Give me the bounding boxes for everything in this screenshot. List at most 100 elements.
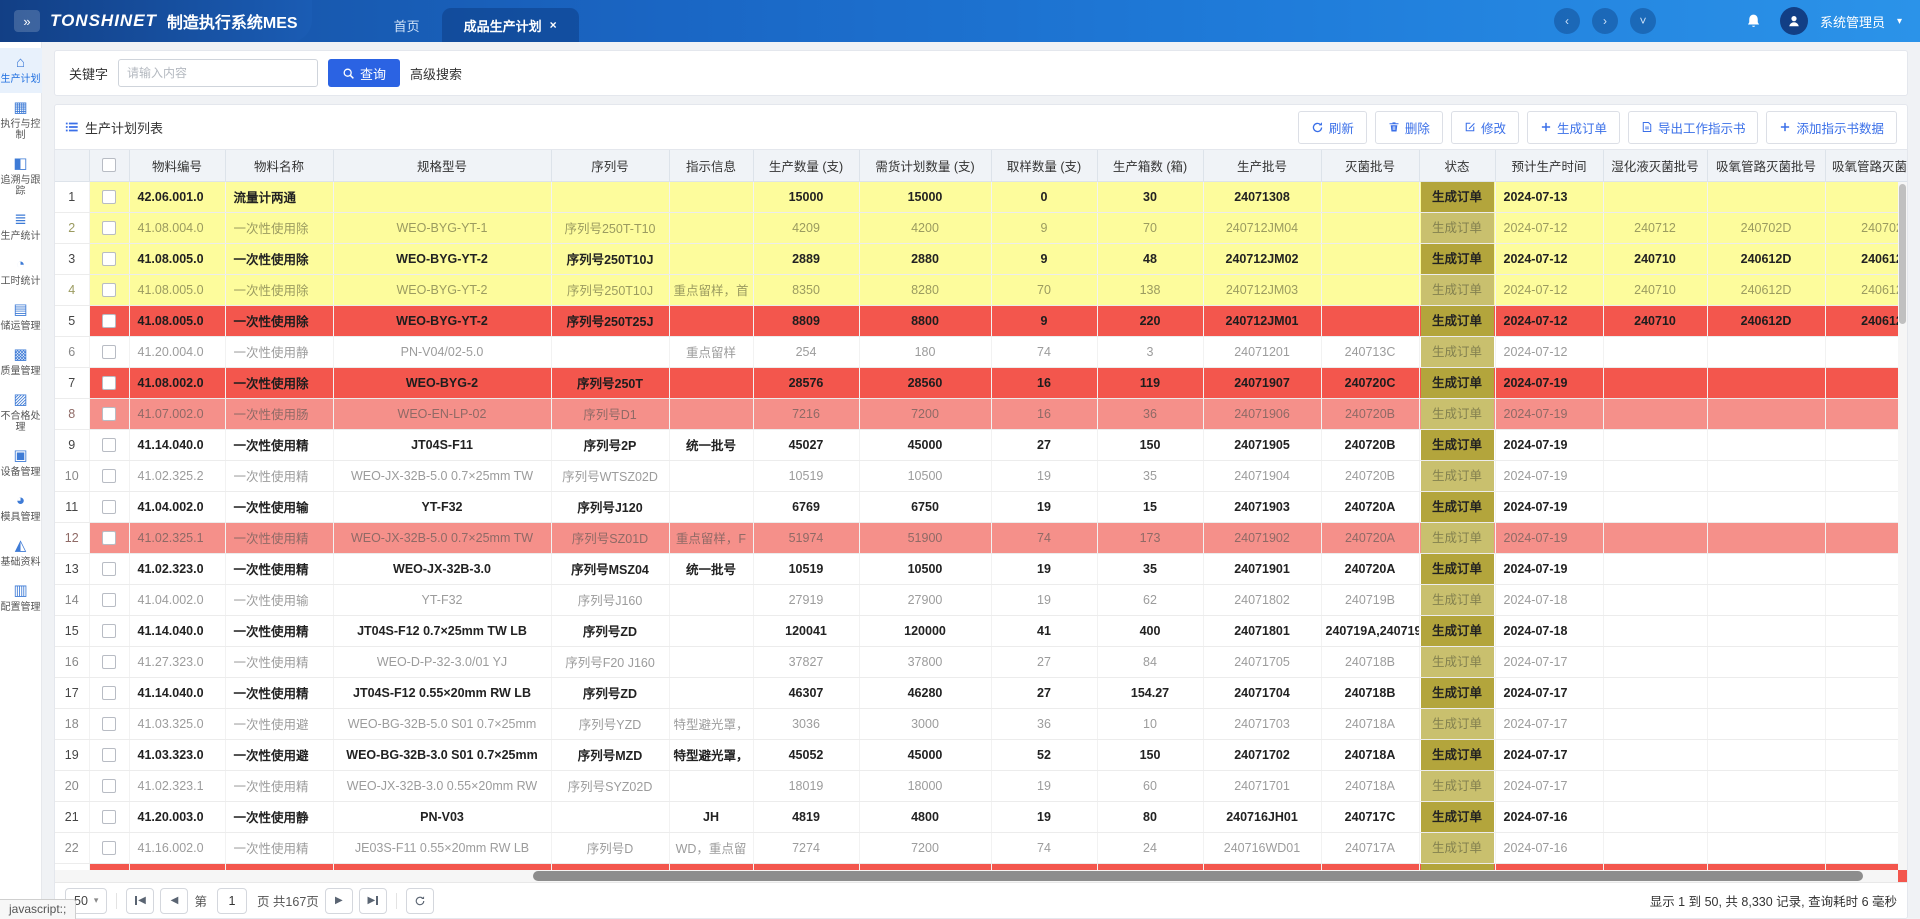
sidebar-expand-button[interactable]: » — [14, 10, 40, 32]
cell-name: 一次性使用肠 — [225, 398, 333, 429]
last-page-button[interactable]: ▶ — [359, 888, 387, 914]
toolbar-button-1[interactable]: 删除 — [1375, 111, 1443, 144]
table-row[interactable]: 941.14.040.0一次性使用精JT04S-F11序列号2P统一批号4502… — [55, 429, 1907, 460]
toolbar-button-2[interactable]: 修改 — [1451, 111, 1519, 144]
table-row[interactable]: 2241.16.002.0一次性使用精JE03S-F11 0.55×20mm R… — [55, 832, 1907, 863]
row-checkbox[interactable] — [102, 841, 116, 855]
first-page-button[interactable]: ◀ — [126, 888, 154, 914]
cell-sample: 27 — [991, 646, 1097, 677]
table-row[interactable]: 1141.04.002.0一次性使用输YT-F32序列号J12067696750… — [55, 491, 1907, 522]
row-checkbox[interactable] — [102, 469, 116, 483]
row-checkbox[interactable] — [102, 593, 116, 607]
notification-bell-icon[interactable] — [1740, 7, 1768, 35]
cell-spec: WEO-BYG-YT-2 — [333, 243, 551, 274]
table-row[interactable]: 1541.14.040.0一次性使用精JT04S-F12 0.7×25mm TW… — [55, 615, 1907, 646]
user-name[interactable]: 系统管理员 — [1820, 12, 1885, 31]
sidebar-item-4[interactable]: ◔工时统计 — [0, 250, 42, 295]
horizontal-scrollbar-thumb[interactable] — [533, 871, 1863, 881]
table-row[interactable]: 1441.04.002.0一次性使用输YT-F32序列号J16027919279… — [55, 584, 1907, 615]
table-row[interactable]: 1341.02.323.0一次性使用精WEO-JX-32B-3.0序列号MSZ0… — [55, 553, 1907, 584]
sidebar-item-2[interactable]: ◧追溯与跟踪 — [0, 149, 42, 205]
table-row[interactable]: 541.08.005.0一次性使用除WEO-BYG-YT-2序列号250T25J… — [55, 305, 1907, 336]
cell-steril: 240717A — [1321, 832, 1419, 863]
sidebar-item-6[interactable]: ▩质量管理 — [0, 340, 42, 385]
sidebar-item-10[interactable]: ◭基础资料 — [0, 531, 42, 576]
sidebar-item-0[interactable]: ⌂生产计划 — [0, 48, 42, 93]
row-checkbox[interactable] — [102, 407, 116, 421]
toolbar-button-5[interactable]: 添加指示书数据 — [1766, 111, 1897, 144]
row-checkbox[interactable] — [102, 562, 116, 576]
cell-qty: 4209 — [753, 212, 859, 243]
select-all-header[interactable] — [89, 150, 129, 181]
cell-sample: 19 — [991, 584, 1097, 615]
row-checkbox[interactable] — [102, 686, 116, 700]
table-row[interactable]: 2141.20.003.0一次性使用静PN-V03JH4819480019802… — [55, 801, 1907, 832]
sidebar-item-1[interactable]: ▦执行与控制 — [0, 93, 42, 149]
row-checkbox-cell — [89, 460, 129, 491]
cell-wet — [1603, 615, 1707, 646]
table-row[interactable]: 241.08.004.0一次性使用除WEO-BYG-YT-1序列号250T-T1… — [55, 212, 1907, 243]
toolbar-button-0[interactable]: 刷新 — [1298, 111, 1367, 144]
page-number-input[interactable] — [217, 888, 247, 914]
row-checkbox[interactable] — [102, 748, 116, 762]
select-all-checkbox[interactable] — [102, 158, 116, 172]
toolbar-button-3[interactable]: 生成订单 — [1527, 111, 1620, 144]
row-checkbox[interactable] — [102, 190, 116, 204]
query-button[interactable]: 查询 — [328, 59, 400, 87]
sidebar-item-7[interactable]: ▨不合格处理 — [0, 385, 42, 441]
row-checkbox[interactable] — [102, 655, 116, 669]
table-row[interactable]: 1241.02.325.1一次性使用精WEO-JX-32B-5.0 0.7×25… — [55, 522, 1907, 553]
row-checkbox[interactable] — [102, 717, 116, 731]
row-checkbox[interactable] — [102, 252, 116, 266]
cell-qty: 2889 — [753, 243, 859, 274]
row-checkbox[interactable] — [102, 221, 116, 235]
sidebar-item-3[interactable]: ≣生产统计 — [0, 205, 42, 250]
tab-1[interactable]: 成品生产计划× — [442, 8, 579, 42]
table-row[interactable]: 1841.03.325.0一次性使用避WEO-BG-32B-5.0 S01 0.… — [55, 708, 1907, 739]
nav-dropdown-button[interactable]: ˅ — [1630, 8, 1656, 34]
table-row[interactable]: 1041.02.325.2一次性使用精WEO-JX-32B-5.0 0.7×25… — [55, 460, 1907, 491]
row-checkbox[interactable] — [102, 624, 116, 638]
cell-name: 一次性使用精 — [225, 429, 333, 460]
toolbar-button-4[interactable]: 导出工作指示书 — [1628, 111, 1759, 144]
horizontal-scrollbar[interactable] — [55, 870, 1898, 882]
table-row[interactable]: 841.07.002.0一次性使用肠WEO-EN-LP-02序列号D172167… — [55, 398, 1907, 429]
table-row[interactable]: 641.20.004.0一次性使用静PN-V04/02-5.0重点留样25418… — [55, 336, 1907, 367]
table-row[interactable]: 741.08.002.0一次性使用除WEO-BYG-2序列号250T285762… — [55, 367, 1907, 398]
row-checkbox[interactable] — [102, 500, 116, 514]
prev-page-button[interactable]: ◀ — [160, 888, 188, 914]
row-checkbox[interactable] — [102, 438, 116, 452]
row-checkbox[interactable] — [102, 531, 116, 545]
table-row[interactable]: 2041.02.323.1一次性使用精WEO-JX-32B-3.0 0.55×2… — [55, 770, 1907, 801]
keyword-input[interactable] — [118, 59, 318, 87]
table-row[interactable]: 1741.14.040.0一次性使用精JT04S-F12 0.55×20mm R… — [55, 677, 1907, 708]
row-checkbox[interactable] — [102, 283, 116, 297]
row-checkbox[interactable] — [102, 314, 116, 328]
nav-forward-button[interactable]: › — [1592, 8, 1618, 34]
user-avatar[interactable] — [1780, 7, 1808, 35]
sidebar-item-label: 生产计划 — [1, 74, 41, 85]
cell-steril — [1321, 181, 1419, 212]
table-row[interactable]: 142.06.001.0流量计两通150001500003024071308生成… — [55, 181, 1907, 212]
next-page-button[interactable]: ▶ — [325, 888, 353, 914]
row-checkbox[interactable] — [102, 345, 116, 359]
nav-back-button[interactable]: ‹ — [1554, 8, 1580, 34]
cell-plan: 10500 — [859, 553, 991, 584]
row-checkbox[interactable] — [102, 376, 116, 390]
tab-close-icon[interactable]: × — [550, 18, 557, 32]
advanced-search-link[interactable]: 高级搜索 — [410, 64, 462, 83]
reload-table-button[interactable] — [406, 888, 434, 914]
vertical-scrollbar[interactable] — [1898, 182, 1907, 870]
user-menu-caret-icon[interactable]: ▾ — [1897, 16, 1902, 27]
sidebar-item-9[interactable]: ◕模具管理 — [0, 486, 42, 531]
table-row[interactable]: 1641.27.323.0一次性使用精WEO-D-P-32-3.0/01 YJ序… — [55, 646, 1907, 677]
table-row[interactable]: 441.08.005.0一次性使用除WEO-BYG-YT-2序列号250T10J… — [55, 274, 1907, 305]
row-checkbox[interactable] — [102, 779, 116, 793]
row-checkbox[interactable] — [102, 810, 116, 824]
sidebar-item-5[interactable]: ▤储运管理 — [0, 295, 42, 340]
sidebar-item-11[interactable]: ▥配置管理 — [0, 576, 42, 621]
table-row[interactable]: 1941.03.323.0一次性使用避WEO-BG-32B-3.0 S01 0.… — [55, 739, 1907, 770]
tab-0[interactable]: 首页 — [372, 8, 442, 42]
sidebar-item-8[interactable]: ▣设备管理 — [0, 441, 42, 486]
table-row[interactable]: 341.08.005.0一次性使用除WEO-BYG-YT-2序列号250T10J… — [55, 243, 1907, 274]
